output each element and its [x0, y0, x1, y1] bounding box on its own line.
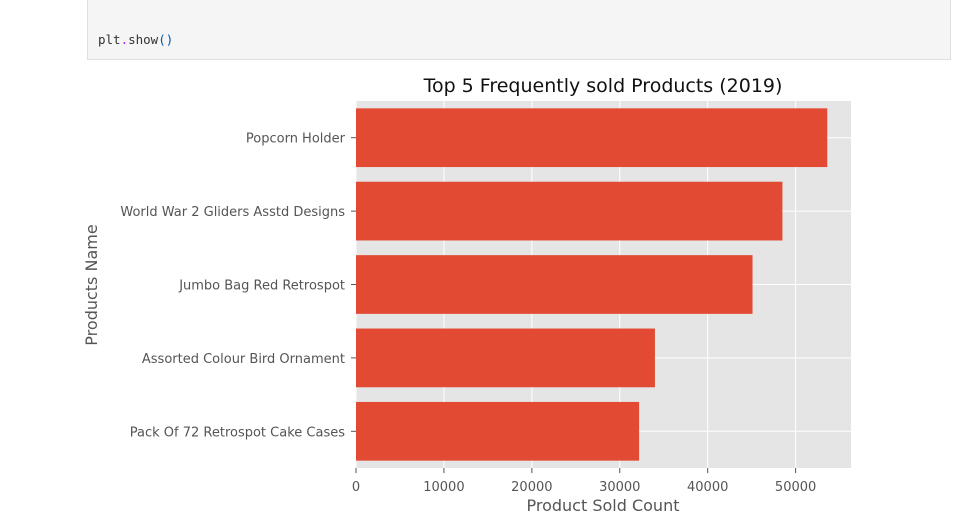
x-tick-label: 40000 — [687, 480, 728, 495]
x-tick-label: 20000 — [511, 480, 552, 495]
y-tick-label: Jumbo Bag Red Retrospot — [178, 279, 345, 294]
x-tick-label: 30000 — [599, 480, 640, 495]
x-tick-label: 50000 — [775, 480, 816, 495]
code-line: plt.show() — [98, 32, 173, 47]
x-tick-label: 0 — [352, 480, 360, 495]
x-axis-label: Product Sold Count — [527, 496, 680, 515]
y-tick-label: World War 2 Gliders Asstd Designs — [120, 205, 345, 220]
chart-title: Top 5 Frequently sold Products (2019) — [423, 75, 783, 97]
bar — [356, 181, 783, 241]
bar — [356, 401, 640, 461]
bar — [356, 255, 753, 314]
code-object: plt — [98, 32, 121, 47]
bar — [356, 328, 655, 388]
y-tick-label: Assorted Colour Bird Ornament — [142, 352, 345, 367]
x-tick-label: 10000 — [423, 480, 464, 495]
code-parens: () — [158, 32, 174, 47]
y-tick-label: Pack Of 72 Retrospot Cake Cases — [130, 425, 345, 440]
y-axis-label: Products Name — [82, 224, 101, 345]
code-dot: . — [120, 32, 129, 47]
y-tick-label: Popcorn Holder — [246, 132, 346, 147]
code-method: show — [128, 32, 159, 47]
code-cell[interactable]: plt.show() — [87, 0, 951, 60]
bar — [356, 108, 828, 168]
